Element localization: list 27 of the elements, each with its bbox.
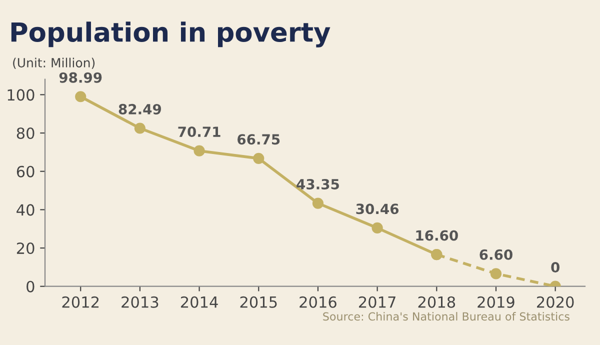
data-label: 82.49 (118, 104, 162, 114)
x-tick-label: 2014 (180, 296, 218, 308)
data-label: 0 (551, 262, 560, 273)
y-axis-title: (Unit: Million) (13, 58, 95, 69)
data-label: 43.35 (296, 178, 339, 190)
data-label: 98.99 (59, 72, 102, 83)
y-tick-label: 20 (16, 242, 34, 254)
x-tick-label: 2019 (478, 296, 514, 308)
y-tick-label: 100 (8, 89, 34, 101)
x-tick-label: 2015 (240, 296, 277, 308)
data-label: 70.71 (178, 126, 220, 138)
data-label: 6.60 (480, 249, 512, 260)
x-tick-label: 2020 (537, 296, 574, 308)
x-tick-label: 2016 (300, 296, 336, 308)
x-tick-label: 2017 (358, 296, 396, 308)
data-label: 66.75 (238, 134, 280, 145)
y-tick-label: 40 (16, 204, 34, 216)
chart-title: Population in poverty (11, 22, 330, 48)
x-tick-label: 2012 (62, 296, 99, 308)
source-note: Source: China's National Bureau of Statistics (323, 312, 570, 321)
x-tick-label: 2013 (122, 296, 158, 308)
y-tick-label: 80 (16, 127, 34, 140)
data-label: 16.60 (416, 230, 458, 241)
data-label: 30.46 (356, 204, 399, 214)
y-tick-label: 60 (16, 166, 34, 178)
x-tick-label: 2018 (418, 296, 456, 308)
y-tick-label: 0 (26, 280, 34, 292)
